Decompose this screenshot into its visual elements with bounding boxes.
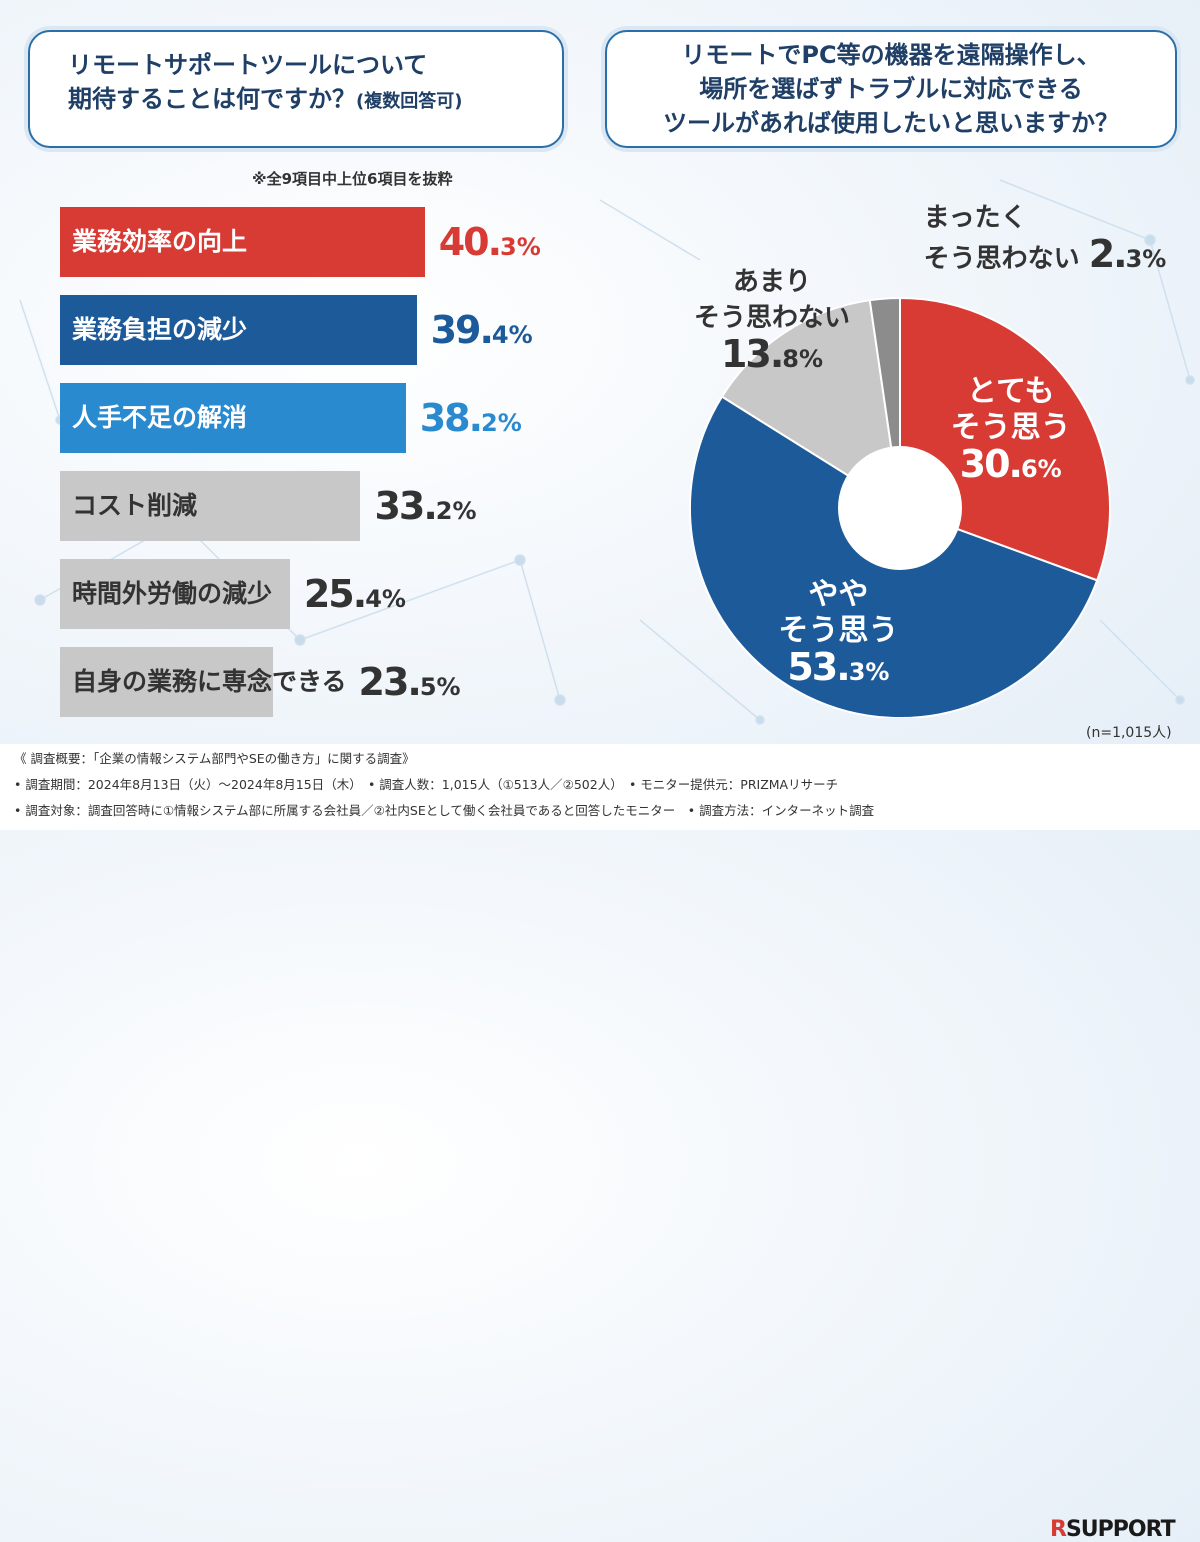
bar-label-4: コスト削減 — [72, 491, 198, 520]
logo-r: R — [1050, 1517, 1067, 1542]
bar-label-1: 業務効率の向上 — [72, 227, 248, 256]
survey-footer: 《 調査概要：「企業の情報システム部門やSEの働き方」に関する調査》 • 調査期… — [0, 744, 1200, 1542]
logo-text: SUPPORT — [1065, 1517, 1176, 1542]
sample-size-label: (n=1,015人) — [1086, 725, 1172, 741]
donut-label-4: まったく そう思わない 2.3% — [923, 202, 1167, 276]
bar-label-5: 時間外労働の減少 — [72, 579, 273, 608]
left-question-line2: 期待することは何ですか？(複数回答可) — [68, 82, 562, 119]
bar-value-6: 23.5% — [358, 660, 461, 704]
bar-chart-note: ※全9項目中上位6項目を抜粋 — [252, 170, 453, 188]
bar-6 — [60, 647, 273, 717]
donut-label-1: とても そう思う 30.6% — [950, 374, 1071, 487]
left-question-box: リモートサポートツールについて 期待することは何ですか？(複数回答可) — [28, 30, 564, 148]
bar-2 — [60, 295, 417, 365]
right-question-line2: 場所を選ばずトラブルに対応できる — [699, 75, 1083, 103]
left-question-line1: リモートサポートツールについて — [68, 51, 428, 79]
bar-5 — [60, 559, 290, 629]
right-question-line1: リモートでPC等の機器を遠隔操作し、 — [681, 41, 1101, 69]
bar-3 — [60, 383, 406, 453]
right-question-line3: ツールがあれば使用したいと思いますか？ — [663, 109, 1119, 137]
footer-line-overview: 《 調査概要：「企業の情報システム部門やSEの働き方」に関する調査》 — [14, 751, 415, 766]
left-question-main: 期待することは何ですか？ — [68, 85, 356, 113]
donut-label-3: あまり そう思わない 13.8% — [693, 266, 850, 376]
bar-value-4: 33.2% — [374, 484, 477, 528]
donut-chart — [689, 296, 1111, 718]
bar-value-2: 39.4% — [430, 308, 533, 352]
bar-4 — [60, 471, 361, 541]
footer-line-period: • 調査期間：2024年8月13日（火）～2024年8月15日（木） • 調査人… — [14, 777, 839, 792]
bar-value-5: 25.4% — [303, 572, 406, 616]
bar-1 — [60, 207, 425, 277]
footer-line-target: • 調査対象：調査回答時に①情報システム部に所属する会社員／②社内SEとして働く… — [14, 803, 875, 818]
donut-label-2: やや そう思う 53.3% — [778, 577, 899, 690]
bar-value-3: 38.2% — [419, 396, 522, 440]
bar-value-1: 40.3% — [438, 220, 541, 264]
bar-label-2: 業務負担の減少 — [72, 315, 248, 344]
bar-label-3: 人手不足の解消 — [72, 403, 248, 432]
left-question-sub: (複数回答可) — [356, 91, 463, 112]
bar-label-6: 自身の業務に専念できる — [72, 667, 347, 696]
right-question-box: リモートでPC等の機器を遠隔操作し、 場所を選ばずトラブルに対応できる ツールが… — [605, 30, 1177, 148]
rsupport-logo: RSUPPORT — [1050, 1517, 1176, 1542]
donut-slice-3 — [720, 299, 902, 510]
donut-hole — [838, 446, 962, 570]
